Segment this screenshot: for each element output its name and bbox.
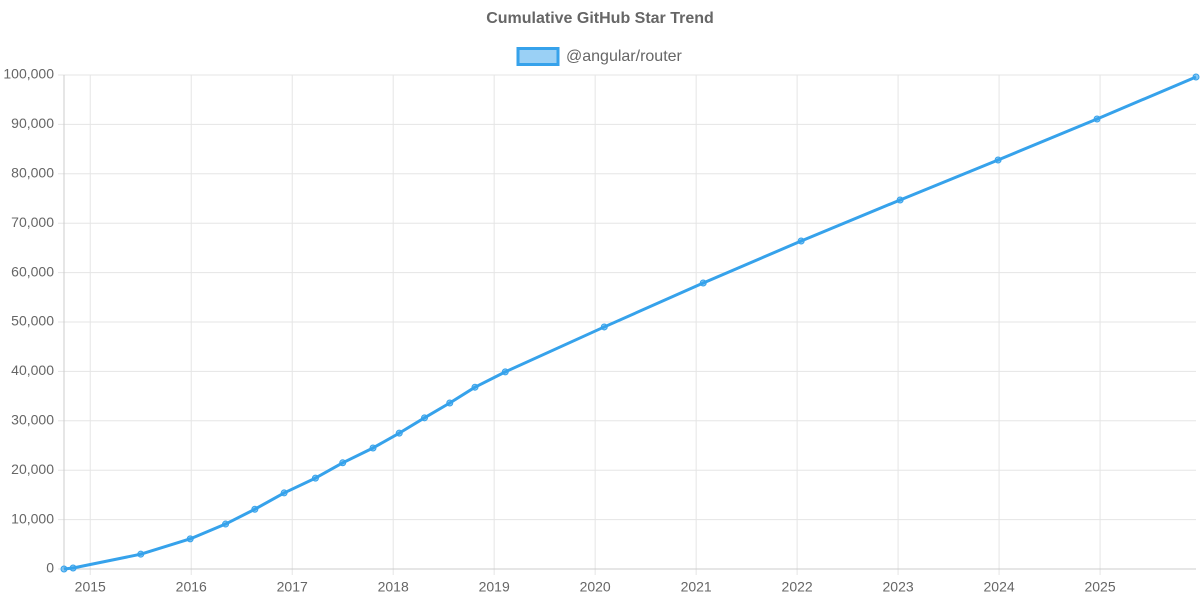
data-point — [446, 399, 454, 407]
y-tick-label: 10,000 — [11, 510, 54, 526]
chart-title: Cumulative GitHub Star Trend — [486, 10, 714, 27]
y-tick-label: 20,000 — [11, 461, 54, 477]
y-tick-label: 100,000 — [3, 66, 54, 82]
x-tick-label: 2021 — [681, 579, 712, 595]
data-point — [501, 368, 509, 376]
data-point — [222, 520, 230, 528]
x-tick-label: 2015 — [75, 579, 106, 595]
data-point — [1093, 115, 1101, 123]
y-tick-label: 80,000 — [11, 165, 54, 181]
data-point — [1192, 73, 1200, 81]
y-tick-label: 50,000 — [11, 313, 54, 329]
data-point — [311, 474, 319, 482]
series-line — [63, 75, 1197, 571]
data-point — [994, 156, 1002, 164]
data-point — [69, 564, 77, 572]
legend-label: @angular/router — [566, 48, 683, 65]
x-tick-label: 2024 — [984, 579, 1015, 595]
data-point — [137, 550, 145, 558]
data-point — [699, 279, 707, 287]
data-point — [280, 489, 288, 497]
data-point — [369, 444, 377, 452]
x-tick-label: 2020 — [580, 579, 611, 595]
x-tick-label: 2025 — [1084, 579, 1115, 595]
data-point — [600, 323, 608, 331]
y-tick-label: 40,000 — [11, 362, 54, 378]
y-tick-label: 30,000 — [11, 412, 54, 428]
data-point — [60, 565, 68, 573]
y-tick-label: 60,000 — [11, 263, 54, 279]
data-point — [421, 414, 429, 422]
y-tick-label: 70,000 — [11, 214, 54, 230]
data-point — [896, 196, 904, 204]
x-tick-label: 2016 — [176, 579, 207, 595]
x-tick-label: 2023 — [883, 579, 914, 595]
data-point — [395, 429, 403, 437]
x-tick-label: 2022 — [782, 579, 813, 595]
y-tick-label: 90,000 — [11, 115, 54, 131]
x-tick-label: 2017 — [277, 579, 308, 595]
data-point — [339, 459, 347, 467]
legend-swatch — [516, 47, 560, 66]
data-point — [471, 383, 479, 391]
data-point — [251, 505, 259, 513]
x-tick-label: 2018 — [378, 579, 409, 595]
data-point — [186, 535, 194, 543]
y-tick-label: 0 — [46, 560, 54, 576]
x-tick-label: 2019 — [479, 579, 510, 595]
data-point — [797, 237, 805, 245]
